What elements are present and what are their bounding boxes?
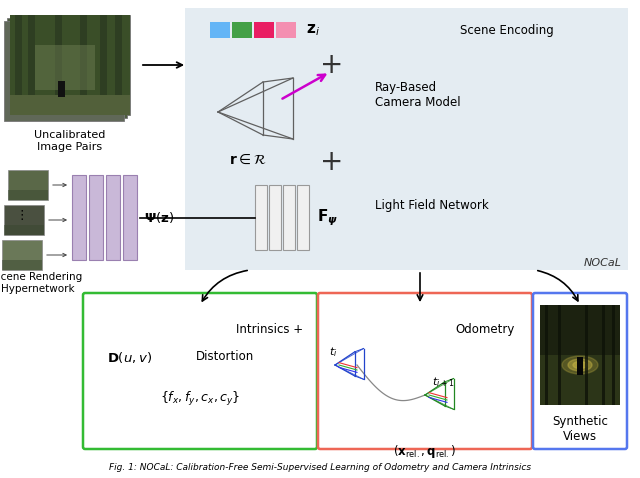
Text: Fig. 1: NOCaL: Calibration-Free Semi-Supervised Learning of Odometry and Camera : Fig. 1: NOCaL: Calibration-Free Semi-Sup… <box>109 463 531 472</box>
Text: $(\mathbf{x}_{\mathrm{rel.}}, \mathbf{q}_{\mathrm{rel.}})$: $(\mathbf{x}_{\mathrm{rel.}}, \mathbf{q}… <box>394 443 456 460</box>
Bar <box>612 305 615 405</box>
Bar <box>55 15 62 115</box>
Bar <box>4 225 44 235</box>
Bar <box>80 15 87 115</box>
FancyBboxPatch shape <box>318 293 532 449</box>
Text: Distortion: Distortion <box>196 350 254 363</box>
Ellipse shape <box>562 356 598 374</box>
Bar <box>15 15 22 115</box>
Text: Uncalibrated
Image Pairs: Uncalibrated Image Pairs <box>35 130 106 152</box>
Text: Scene Rendering
Hypernetwork: Scene Rendering Hypernetwork <box>0 272 82 293</box>
Text: Synthetic
Views: Synthetic Views <box>552 415 608 443</box>
Bar <box>297 185 309 250</box>
Bar <box>58 81 65 97</box>
Bar <box>540 355 620 405</box>
Text: Intrinsics +: Intrinsics + <box>236 323 303 336</box>
Bar <box>10 95 130 115</box>
Text: $+$: $+$ <box>319 148 341 176</box>
Text: Ray-Based
Camera Model: Ray-Based Camera Model <box>375 81 461 109</box>
Bar <box>7 18 127 118</box>
Bar <box>8 170 48 200</box>
Bar <box>283 185 295 250</box>
Text: $\mathbf{z}_i$: $\mathbf{z}_i$ <box>306 22 320 38</box>
Bar <box>558 305 561 405</box>
Text: $\mathbf{D}(u,v)$: $\mathbf{D}(u,v)$ <box>108 350 152 365</box>
Ellipse shape <box>573 361 587 369</box>
Bar <box>10 15 130 115</box>
Text: $\mathbf{F}_{\boldsymbol{\psi}}$: $\mathbf{F}_{\boldsymbol{\psi}}$ <box>317 207 338 228</box>
Bar <box>115 15 122 115</box>
Bar <box>28 15 35 115</box>
FancyBboxPatch shape <box>533 293 627 449</box>
Bar <box>185 8 628 270</box>
Bar <box>8 190 48 200</box>
Bar <box>10 15 130 115</box>
Text: Odometry: Odometry <box>456 323 515 336</box>
Bar <box>89 175 103 260</box>
Text: $\{f_x, f_y, c_x, c_y\}$: $\{f_x, f_y, c_x, c_y\}$ <box>160 390 240 408</box>
Text: $\mathbf{r} \in \mathcal{R}$: $\mathbf{r} \in \mathcal{R}$ <box>229 153 267 167</box>
Bar <box>72 175 86 260</box>
Text: $\boldsymbol{\Psi}(\mathbf{z})$: $\boldsymbol{\Psi}(\mathbf{z})$ <box>144 210 174 225</box>
Text: NOCaL: NOCaL <box>584 258 622 268</box>
Bar <box>210 22 230 38</box>
Bar <box>276 22 296 38</box>
Bar <box>4 21 124 121</box>
Text: Light Field Network: Light Field Network <box>375 198 489 211</box>
Bar <box>269 185 281 250</box>
Bar <box>2 260 42 270</box>
Bar <box>540 305 620 405</box>
Bar <box>602 305 605 405</box>
Bar <box>2 240 42 270</box>
Bar <box>4 205 44 235</box>
FancyBboxPatch shape <box>83 293 317 449</box>
Bar <box>100 15 107 115</box>
Bar <box>123 175 137 260</box>
Text: Scene Encoding: Scene Encoding <box>460 23 554 36</box>
Text: $t_{i+1}$: $t_{i+1}$ <box>432 375 454 389</box>
Ellipse shape <box>568 359 592 371</box>
Bar <box>232 22 252 38</box>
Bar <box>545 305 548 405</box>
Bar <box>254 22 274 38</box>
Bar <box>35 45 95 90</box>
Bar <box>255 185 267 250</box>
Bar <box>577 357 583 375</box>
Text: $t_i$: $t_i$ <box>329 345 337 359</box>
Bar <box>585 305 588 405</box>
Bar <box>106 175 120 260</box>
Text: $+$: $+$ <box>319 51 341 79</box>
Text: ⋮: ⋮ <box>16 208 28 221</box>
